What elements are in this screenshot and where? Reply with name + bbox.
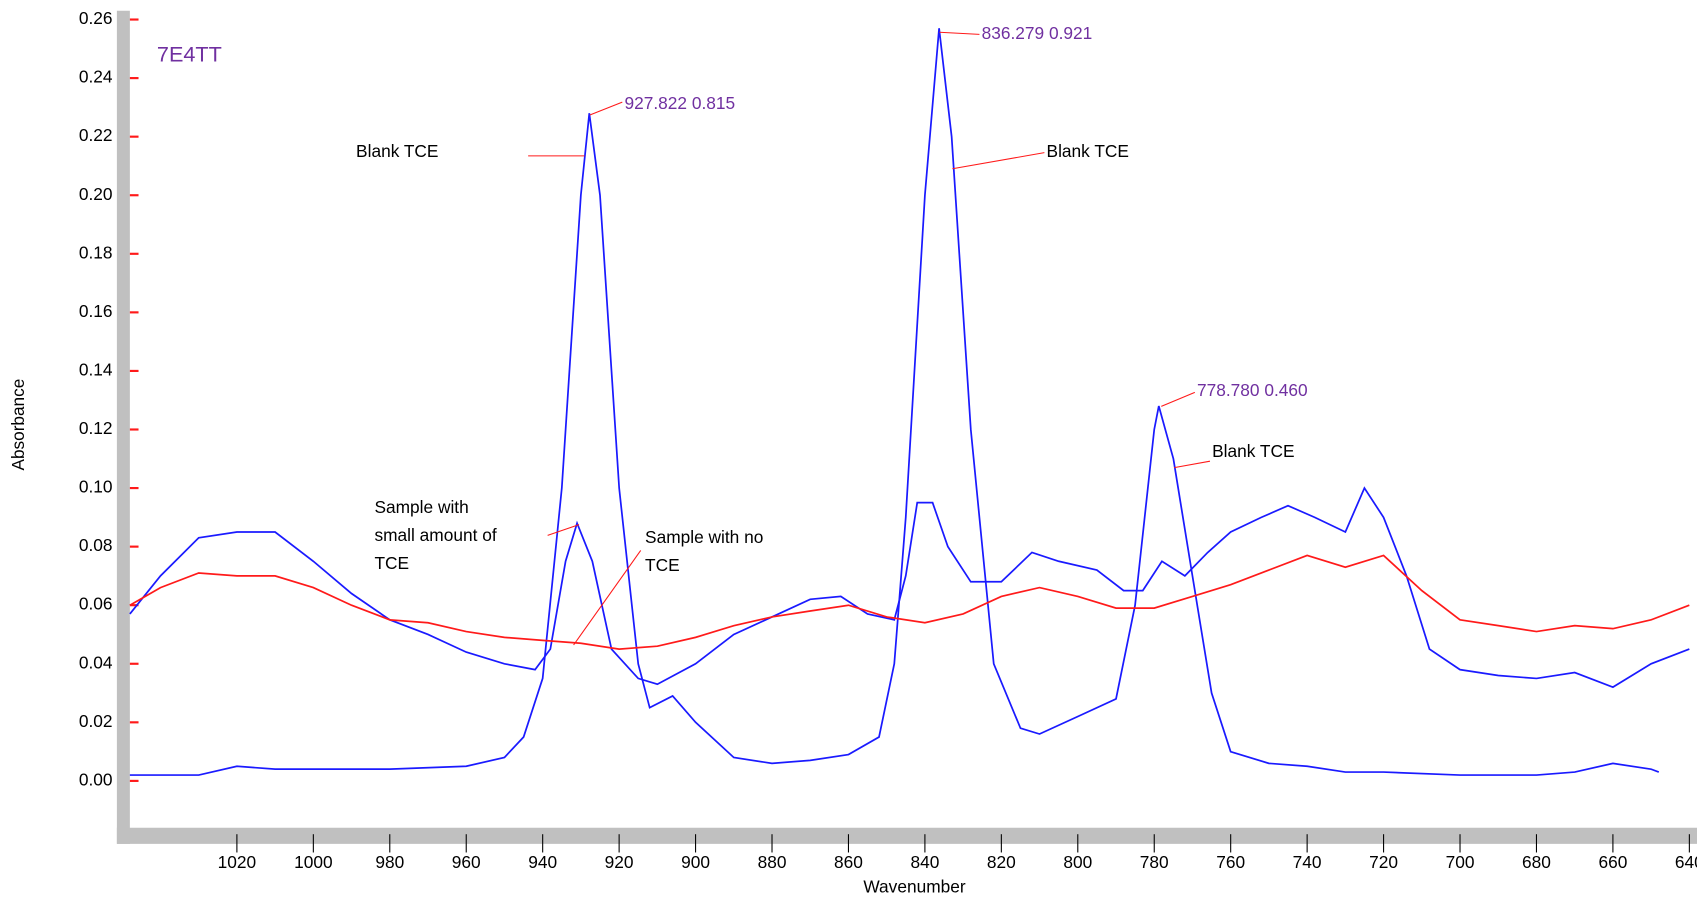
annotation: 927.822 0.815	[624, 93, 735, 113]
x-tick-label: 980	[375, 852, 404, 872]
y-tick-label: 0.24	[79, 67, 113, 87]
x-tick-label: 880	[758, 852, 787, 872]
annotation-leader	[589, 101, 623, 116]
annotation: 778.780 0.460	[1197, 380, 1308, 400]
x-tick-label: 1000	[294, 852, 333, 872]
x-tick-label: 960	[452, 852, 481, 872]
y-tick-label: 0.14	[79, 360, 113, 380]
x-tick-label: 780	[1140, 852, 1169, 872]
x-tick-label: 820	[987, 852, 1016, 872]
y-tick-label: 0.18	[79, 242, 113, 262]
y-tick-label: 0.16	[79, 301, 113, 321]
y-tick-label: 0.26	[79, 8, 113, 28]
x-axis-bar	[116, 827, 1697, 844]
annotation-leader	[1161, 391, 1196, 407]
annotation-leader	[939, 31, 980, 35]
x-tick-label: 740	[1293, 852, 1322, 872]
y-tick-label: 0.22	[79, 125, 113, 145]
annotation: TCE	[645, 555, 680, 575]
chart-title: 7E4TT	[157, 42, 222, 67]
annotation: Blank TCE	[1212, 441, 1294, 461]
x-tick-label: 800	[1063, 852, 1092, 872]
annotation: Blank TCE	[356, 141, 438, 161]
annotation-leader	[547, 524, 580, 536]
x-tick-label: 660	[1598, 852, 1627, 872]
x-tick-label: 1020	[218, 852, 257, 872]
annotation: 836.279 0.921	[982, 23, 1093, 43]
annotation-leader	[1174, 460, 1211, 469]
x-tick-label: 900	[681, 852, 710, 872]
x-tick-label: 840	[910, 852, 939, 872]
x-tick-label: 940	[528, 852, 557, 872]
x-tick-label: 760	[1216, 852, 1245, 872]
x-tick-label: 680	[1522, 852, 1551, 872]
x-tick-label: 640	[1675, 852, 1697, 872]
x-tick-label: 700	[1446, 852, 1475, 872]
y-tick-label: 0.06	[79, 594, 113, 614]
annotation: TCE	[374, 553, 409, 573]
annotation-leader	[573, 550, 642, 646]
series-line	[129, 486, 1690, 689]
y-tick-label: 0.04	[79, 652, 113, 672]
y-tick-label: 0.20	[79, 184, 113, 204]
annotation: Sample with no	[645, 527, 763, 547]
x-tick-label: 920	[605, 852, 634, 872]
y-tick-label: 0.08	[79, 535, 113, 555]
annotation-leader	[952, 152, 1045, 170]
y-tick-label: 0.00	[79, 769, 113, 789]
annotation: small amount of	[374, 525, 496, 545]
x-axis-label: Wavenumber	[863, 877, 966, 897]
x-tick-label: 720	[1369, 852, 1398, 872]
y-axis-label: Absorbance	[8, 379, 28, 471]
y-axis-bar	[116, 10, 130, 844]
y-tick-label: 0.12	[79, 418, 113, 438]
x-tick-label: 860	[834, 852, 863, 872]
series-line	[129, 28, 1660, 776]
y-tick-label: 0.10	[79, 477, 113, 497]
series-line	[129, 554, 1690, 650]
annotation: Blank TCE	[1047, 141, 1129, 161]
y-tick-label: 0.02	[79, 711, 113, 731]
annotation: Sample with	[374, 497, 468, 517]
